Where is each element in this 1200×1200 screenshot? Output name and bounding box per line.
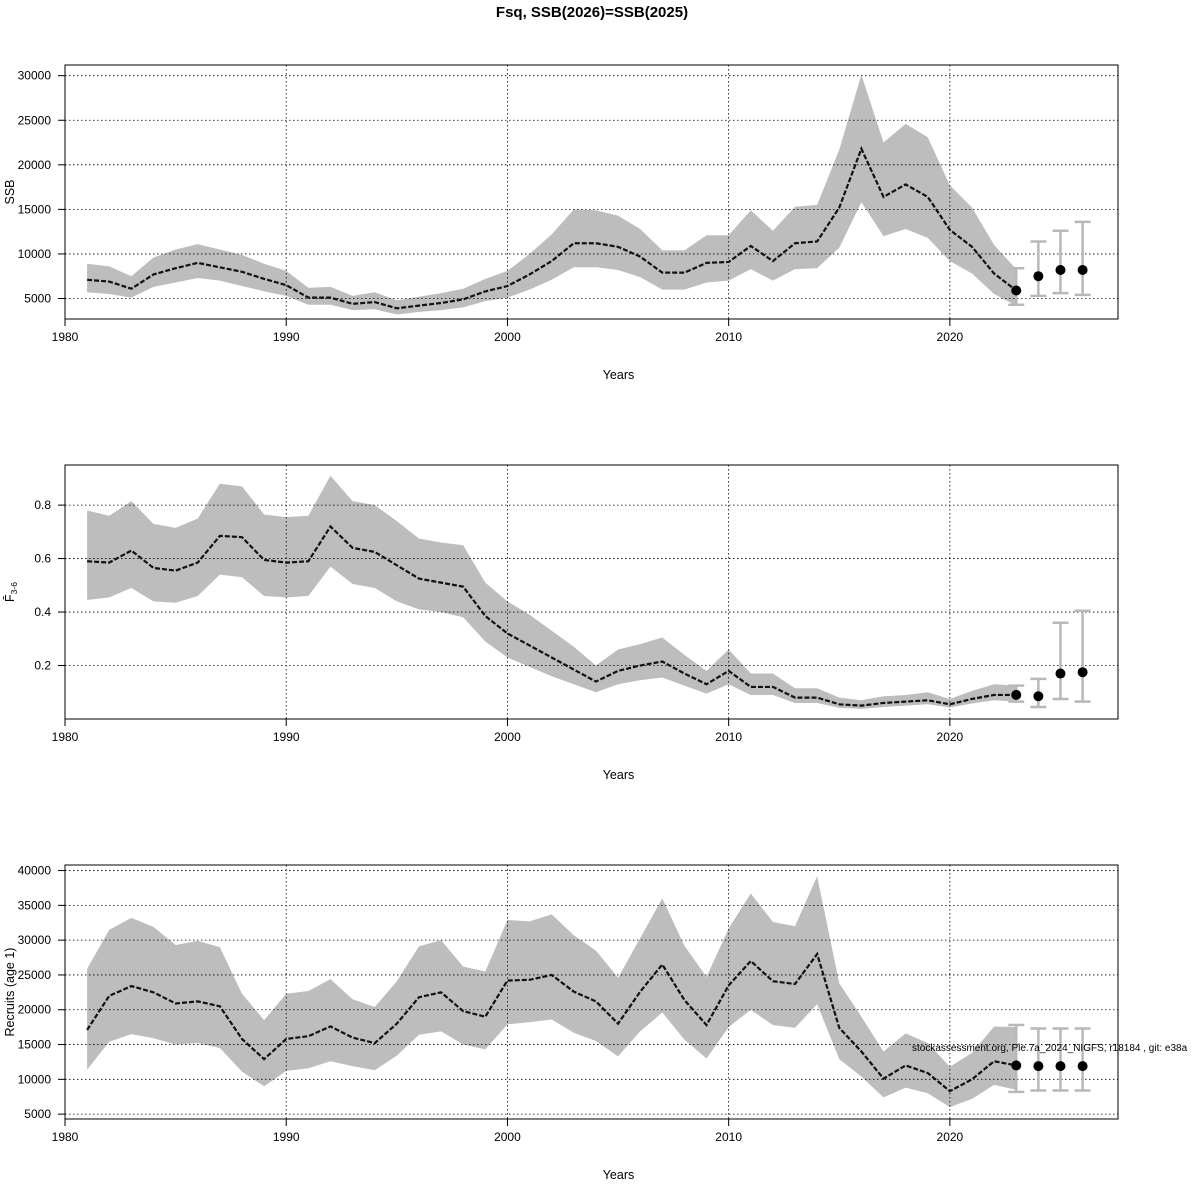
ssb-ytick-label-30000: 30000: [18, 69, 52, 83]
fbar-ytick-label-0.6: 0.6: [34, 552, 51, 566]
recruits-ytick-label-30000: 30000: [18, 933, 52, 947]
fbar-forecast-point-2025: [1055, 668, 1066, 679]
recruits-forecast-point-2025: [1055, 1061, 1066, 1072]
recruits-forecast-point-2024: [1033, 1061, 1044, 1072]
recruits-ytick-label-40000: 40000: [18, 864, 52, 878]
recruits-ytick-label-25000: 25000: [18, 968, 52, 982]
recruits-ytick-label-10000: 10000: [18, 1072, 52, 1086]
recruits-ytick-label-5000: 5000: [24, 1107, 51, 1121]
ssb-ytick-label-20000: 20000: [18, 158, 52, 172]
figure-title: Fsq, SSB(2026)=SSB(2025): [496, 4, 688, 21]
fbar-ytick-label-0.4: 0.4: [34, 605, 51, 619]
recruits-ytick-label-15000: 15000: [18, 1038, 52, 1052]
fbar-ytick-label-0.2: 0.2: [34, 659, 51, 673]
fbar-xtick-label-1990: 1990: [273, 730, 300, 744]
recruits-ytick-label-20000: 20000: [18, 1003, 52, 1017]
fbar-ytick-label-0.8: 0.8: [34, 498, 51, 512]
fbar-xtick-label-1980: 1980: [52, 730, 79, 744]
recruits-plot-frame: [64, 864, 1119, 1120]
recruits-yaxis-label: Recruits (age 1): [3, 948, 17, 1037]
fbar-estimate-line: [87, 524, 1017, 707]
recruits-estimate-line: [86, 951, 1017, 1093]
recruits-forecast-point-2026: [1077, 1061, 1088, 1072]
recruits-xtick-label-2000: 2000: [494, 1130, 521, 1144]
recruits-xtick-label-1990: 1990: [273, 1130, 300, 1144]
ssb-xtick-label-2020: 2020: [937, 330, 964, 344]
ssb-estimate-line: [87, 145, 1017, 310]
fbar-confidence-band: [87, 475, 1017, 709]
ssb-ytick-label-5000: 5000: [24, 292, 51, 306]
ssb-yaxis-label: SSB: [3, 179, 17, 204]
recruits-confidence-band: [87, 876, 1017, 1108]
ssb-forecast-point-2024: [1033, 271, 1044, 282]
fbar-yaxis-label: F̄3-6: [3, 582, 19, 602]
recruits-xtick-label-2010: 2010: [715, 1130, 742, 1144]
ssb-ytick-label-15000: 15000: [18, 202, 52, 216]
ssb-confidence-band: [87, 74, 1017, 315]
recruitment-panel: 1980 1990 2000 2010 2020 5000 10000 15000 20000 2…: [3, 864, 1119, 1182]
ssb-xaxis-label: Years: [603, 368, 635, 382]
fbar-forecast-point-2026: [1077, 667, 1088, 678]
recruits-xtick-label-1980: 1980: [52, 1130, 79, 1144]
fbar-forecast-point-2024: [1033, 691, 1044, 702]
ssb-plot-frame: [64, 64, 1119, 320]
recruits-xtick-label-2020: 2020: [937, 1130, 964, 1144]
recruits-ytick-label-35000: 35000: [18, 898, 52, 912]
fbar-xtick-label-2020: 2020: [937, 730, 964, 744]
ssb-ytick-label-25000: 25000: [18, 113, 52, 127]
fbar-xtick-label-2000: 2000: [494, 730, 521, 744]
fishing-mortality-panel: 1980 1990 2000 2010 2020 0.2 0.4 0.6 0.8 Years F̄3…: [3, 464, 1119, 782]
ssb-forecast-point-2026: [1077, 264, 1088, 275]
ssb-xtick-label-2010: 2010: [715, 330, 742, 344]
ssb-xtick-label-2000: 2000: [494, 330, 521, 344]
fbar-xtick-label-2010: 2010: [715, 730, 742, 744]
ssb-forecast-point-2023: [1011, 285, 1022, 296]
ssb-xtick-label-1980: 1980: [52, 330, 79, 344]
recruits-forecast-point-2023: [1011, 1060, 1022, 1071]
ssb-forecast-point-2025: [1055, 264, 1066, 275]
ssb-xtick-label-1990: 1990: [273, 330, 300, 344]
fbar-plot-frame: [64, 464, 1119, 720]
ssb-ytick-label-10000: 10000: [18, 247, 52, 261]
recruits-xaxis-label: Years: [603, 1168, 635, 1182]
figure-footnote: stockassessment.org, Ple.7a_2024_NIGFS, …: [912, 1043, 1188, 1054]
fbar-xaxis-label: Years: [603, 768, 635, 782]
fbar-forecast-point-2023: [1011, 689, 1022, 700]
ssb-panel: 1980 1990 2000 2010 2020 5000 10000 15000 20000 2…: [3, 64, 1119, 382]
